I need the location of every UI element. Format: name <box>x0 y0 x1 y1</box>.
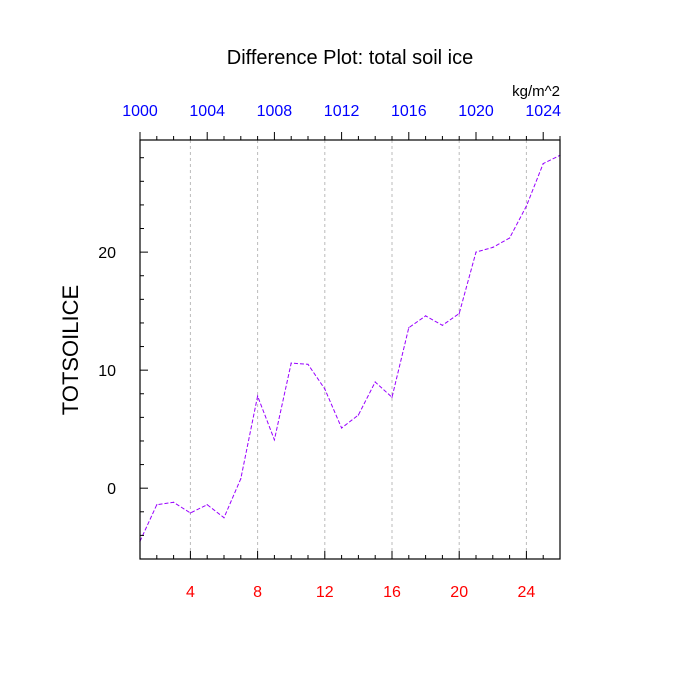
data-point <box>223 517 225 519</box>
left-tick-label: 10 <box>98 363 116 380</box>
y-axis-label: TOTSOILICE <box>58 285 83 415</box>
top-tick-label: 1004 <box>189 103 225 120</box>
left-tick-label: 20 <box>98 245 116 262</box>
data-point <box>391 396 393 398</box>
data-point <box>341 427 343 429</box>
data-point <box>542 163 544 165</box>
data-point <box>324 388 326 390</box>
data-point <box>357 414 359 416</box>
data-point <box>441 324 443 326</box>
bottom-tick-label: 4 <box>186 584 195 601</box>
data-point <box>189 512 191 514</box>
chart-title: Difference Plot: total soil ice <box>227 47 473 69</box>
data-point <box>475 251 477 253</box>
grid-lines <box>189 140 527 559</box>
data-point <box>240 478 242 480</box>
data-point <box>509 237 511 239</box>
top-tick-label: 1000 <box>122 103 158 120</box>
bottom-tick-label: 12 <box>316 584 334 601</box>
top-tick-label: 1008 <box>257 103 293 120</box>
series-line <box>139 154 561 542</box>
data-point <box>425 315 427 317</box>
bottom-tick-label: 24 <box>518 584 536 601</box>
bottom-tick-label: 8 <box>253 584 262 601</box>
top-tick-label: 1016 <box>391 103 427 120</box>
data-point <box>492 246 494 248</box>
data-point <box>307 363 309 365</box>
left-tick-label: 0 <box>107 481 116 498</box>
bottom-tick-label: 20 <box>450 584 468 601</box>
data-point <box>525 205 528 207</box>
top-tick-label: 1012 <box>324 103 360 120</box>
data-point <box>458 312 460 315</box>
top-tick-label: 1020 <box>458 103 494 120</box>
data-point <box>173 501 175 503</box>
data-point <box>206 504 208 506</box>
plot-frame <box>139 139 561 560</box>
series-layer <box>139 154 561 542</box>
data-point <box>408 327 410 329</box>
data-point <box>374 381 376 383</box>
units-label: kg/m^2 <box>512 83 560 100</box>
top-tick-label: 1024 <box>525 103 561 120</box>
data-point <box>257 395 259 397</box>
data-point <box>290 362 292 364</box>
data-point <box>156 504 158 506</box>
bottom-tick-label: 16 <box>383 584 401 601</box>
data-point <box>273 439 275 441</box>
